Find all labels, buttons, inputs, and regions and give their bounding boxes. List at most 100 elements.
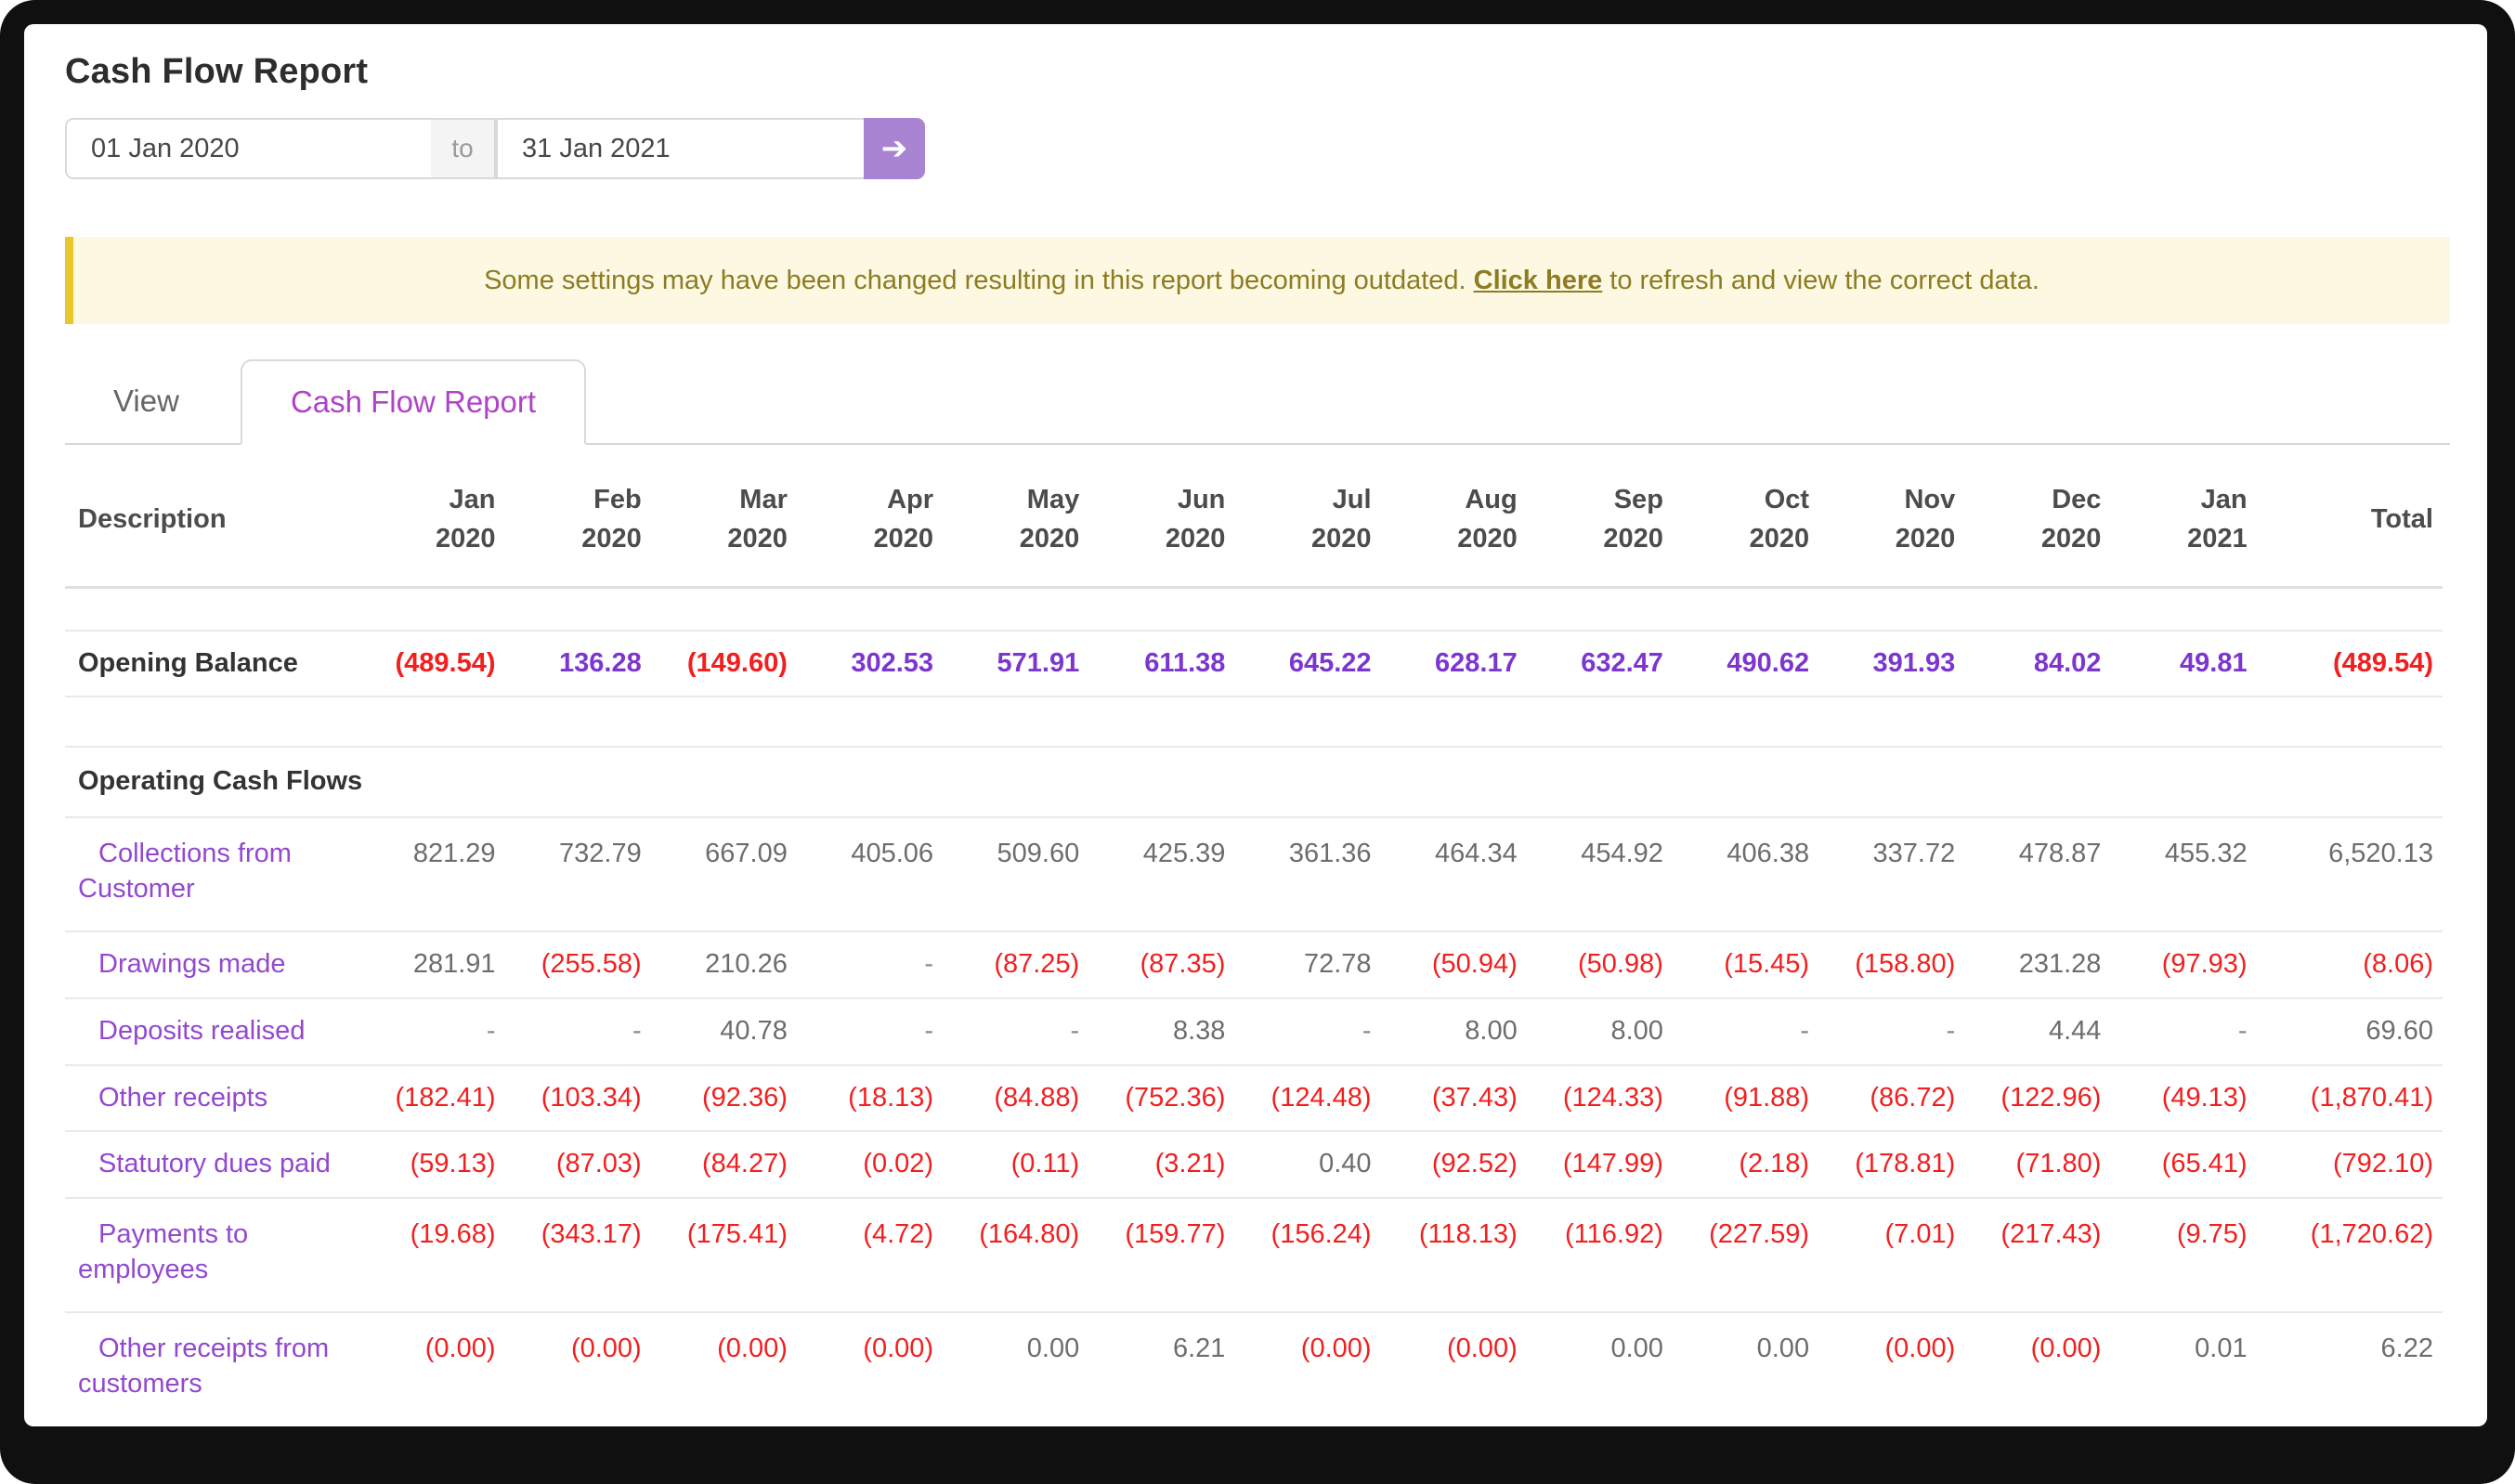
cell-value: 667.09 [705,838,788,868]
row-label-link[interactable]: Other receipts from customers [78,1334,330,1399]
cell-value: (489.54) [395,647,496,678]
cell-value: 571.91 [997,647,1080,678]
cell-value: 231.28 [2018,949,2102,980]
row-label[interactable]: Drawings made [65,931,358,998]
cell-value: (59.13) [410,1149,496,1179]
cell-value: (0.00) [863,1334,934,1364]
cell-value: (3.21) [1154,1149,1226,1179]
cell-value: (149.60) [686,647,788,678]
cell-value: 361.36 [1288,838,1372,868]
column-header: Total [2370,504,2433,535]
table-body: Opening Balance (489.54) 136.28 (149.60) 302… [65,588,2443,1426]
apply-date-range-button[interactable]: ➔ [864,118,925,179]
row-label-link[interactable]: Collections from Customer [78,838,292,904]
column-header: Oct 2020 [1749,485,1810,554]
cell-value: (0.00) [717,1334,788,1364]
cell-value: (65.41) [2161,1149,2248,1179]
row-label[interactable]: Other receipts from customers [65,1312,358,1426]
cell-value: (118.13) [1418,1219,1518,1250]
cell-value: (343.17) [541,1219,642,1250]
cell-value: (4.72) [863,1219,934,1250]
column-header: Apr 2020 [873,485,934,554]
cell-value: 645.22 [1288,647,1372,678]
cell-value: (792.10) [2332,1149,2433,1179]
table-row: Other receipts from customers (0.00) (0.00… [65,1312,2443,1426]
section-label: Operating Cash Flows [78,766,363,797]
column-header: Description [78,504,227,535]
cell-value: 4.44 [2048,1016,2102,1047]
cell-value: (0.00) [1884,1334,1956,1364]
column-header: Jan 2021 [2187,485,2248,554]
cell-value: (0.00) [2030,1334,2102,1364]
cell-value: 8.00 [1610,1016,1663,1047]
section-row: Operating Cash Flows [65,747,2443,817]
cell-value: 69.60 [2365,1016,2433,1047]
cell-value: (15.45) [1724,949,1810,980]
warning-text: Some settings may have been changed resu… [484,265,1466,295]
end-date-input[interactable] [496,118,864,179]
row-label: Opening Balance [78,647,298,678]
cell-value: (87.35) [1140,949,1226,980]
cell-value: 6,520.13 [2328,838,2433,868]
cell-value: (103.34) [541,1082,642,1113]
cell-value: 8.38 [1172,1016,1226,1047]
warning-banner: Some settings may have been changed resu… [65,237,2450,324]
cell-value: (124.48) [1271,1082,1372,1113]
cell-value: (49.13) [2161,1082,2248,1113]
table-row: Statutory dues paid (59.13) (87.03) (84.27)… [65,1131,2443,1199]
table-row: Other receipts (182.41) (103.34) (92.36) (18… [65,1065,2443,1132]
spacer-cell [65,696,2443,747]
row-label[interactable]: Collections from Customer [65,817,358,931]
row-label-link[interactable]: Deposits realised [98,1016,306,1047]
spacer-row [65,696,2443,748]
cell-value: (9.75) [2176,1219,2248,1250]
row-label-link[interactable]: Other receipts [98,1082,268,1113]
cell-value: (116.92) [1565,1219,1663,1250]
cell-value: 49.81 [2180,647,2248,678]
cell-value: 406.38 [1727,838,1810,868]
warning-text-tail: to refresh and view the correct data. [1609,265,2039,295]
date-range-to-label: to [431,118,496,179]
cell-value: (86.72) [1870,1082,1956,1113]
cell-value: 454.92 [1581,838,1663,868]
cell-value: (159.77) [1125,1219,1226,1250]
cell-value: (92.36) [701,1082,788,1113]
cell-value: - [1362,1016,1372,1047]
cell-value: (0.11) [1010,1149,1080,1179]
row-label[interactable]: Deposits realised [65,998,358,1065]
column-header: Jun 2020 [1165,485,1226,554]
refresh-report-link[interactable]: Click here [1473,265,1603,295]
cell-value: 72.78 [1303,949,1372,980]
cell-value: (0.00) [1300,1334,1372,1364]
cell-value: 821.29 [412,838,496,868]
cell-value: - [486,1016,496,1047]
cell-value: (2.18) [1739,1149,1810,1179]
cell-value: 0.00 [1756,1334,1810,1364]
cell-value: 464.34 [1435,838,1518,868]
tab-cash-flow-report[interactable]: Cash Flow Report [240,359,587,445]
cell-value: (217.43) [2000,1219,2102,1250]
tab-view[interactable]: View [113,384,179,418]
report-page: Cash Flow Report to ➔ Some settings may … [24,24,2487,1426]
cell-value: (156.24) [1271,1219,1372,1250]
row-label[interactable]: Statutory dues paid [65,1131,358,1198]
cell-value: (1,720.62) [2310,1219,2433,1250]
column-header: Jul 2020 [1311,485,1372,554]
row-label-link[interactable]: Drawings made [98,949,286,980]
row-label[interactable]: Other receipts [65,1065,358,1132]
table-row: Collections from Customer 821.29 732.79 667… [65,817,2443,932]
cell-value: 455.32 [2164,838,2248,868]
row-label[interactable]: Payments to employees [65,1198,358,1312]
column-header: May 2020 [1019,485,1080,554]
tab-bar: View Cash Flow Report [65,359,2450,445]
table-header: Description Jan 2020 Feb 2020 Mar 2020 Apr 2020 M… [65,460,2443,588]
row-label-link[interactable]: Payments to employees [78,1219,249,1284]
cell-value: - [1800,1016,1810,1047]
row-label-link[interactable]: Statutory dues paid [98,1149,331,1179]
cell-value: (18.13) [848,1082,934,1113]
cell-value: (71.80) [2015,1149,2102,1179]
cell-value: (752.36) [1125,1082,1226,1113]
cell-value: (97.93) [2161,949,2248,980]
start-date-input[interactable] [65,118,431,179]
